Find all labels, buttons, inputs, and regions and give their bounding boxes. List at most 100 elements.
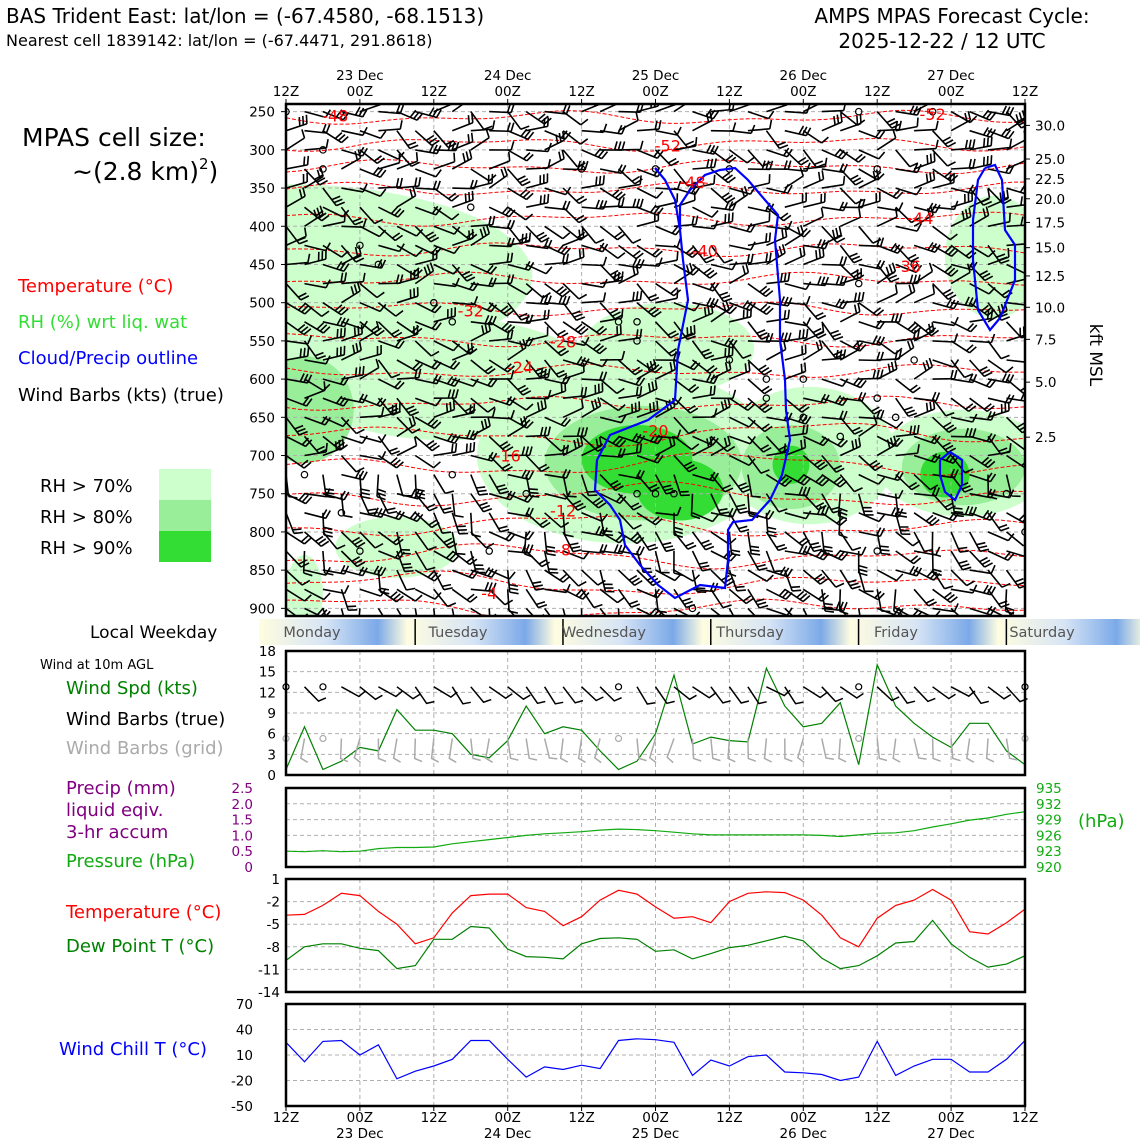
wind-barb <box>543 550 559 574</box>
wind-barb <box>839 437 862 457</box>
date-label: 24 Dec <box>484 68 532 84</box>
wind-barb <box>470 128 490 151</box>
wind-barb <box>359 565 387 577</box>
wind-barb <box>840 268 863 285</box>
wind-barb <box>544 340 570 357</box>
wind-barb <box>1006 512 1025 525</box>
calm-wind-circle <box>633 337 641 345</box>
surface-calm-circle <box>319 683 327 691</box>
wind-barb <box>562 512 574 538</box>
wind-barb <box>451 493 464 518</box>
wind-barb <box>987 373 1015 384</box>
surface-wind-barb <box>599 686 622 702</box>
surface-wind-barb-grid <box>377 738 387 763</box>
wind-barb <box>433 244 461 255</box>
calm-wind-circle <box>448 317 457 326</box>
wind-barb <box>433 608 436 616</box>
wind-barb <box>433 550 460 563</box>
wind-barb <box>692 436 713 457</box>
wind-barb <box>692 297 719 308</box>
wind-barb <box>470 581 497 593</box>
wind-barb <box>470 120 496 132</box>
wind-barb <box>341 245 362 266</box>
wind-barb <box>581 371 608 382</box>
wind-barb <box>304 167 324 189</box>
bottom-date-label: 26 Dec <box>780 1126 828 1140</box>
wind-barb <box>747 359 773 376</box>
wind-barb <box>341 435 368 445</box>
pressure-tick-label: 550 <box>249 334 275 350</box>
wind-barb <box>377 359 401 379</box>
wind-barb <box>895 105 922 116</box>
dewpoint-label: Dew Point T (°C) <box>66 936 214 957</box>
wind-barb <box>784 413 812 425</box>
wind-barb <box>710 474 734 493</box>
calm-wind-circle <box>688 604 697 613</box>
wind-barb <box>563 427 589 438</box>
surface-wind-barb <box>747 686 767 705</box>
wind-barb <box>765 130 789 150</box>
isotherm-contour <box>286 481 1025 507</box>
wind-barb <box>895 397 918 417</box>
legend-rh90: RH > 90% <box>40 538 133 559</box>
isotherm-contour <box>286 395 1025 411</box>
pressure-tick-label: 700 <box>249 449 275 465</box>
wind-barb <box>414 225 440 243</box>
wind-barb <box>544 149 565 170</box>
wind-barb <box>710 168 736 184</box>
wind-barb <box>433 263 461 275</box>
wind-barb <box>673 531 697 550</box>
weekday-label: Friday <box>874 625 918 641</box>
precip-tick-label: 2.5 <box>232 781 253 797</box>
wind-barb <box>932 283 957 300</box>
wind-barb <box>359 345 382 361</box>
wind-barb <box>950 531 969 553</box>
wind-barb <box>858 169 880 189</box>
wind-barb <box>839 168 864 186</box>
wind-barb <box>951 158 976 170</box>
wind-barb <box>452 378 479 388</box>
isotherm-contour <box>286 515 1025 537</box>
wind-barb <box>765 206 792 222</box>
wind-barb <box>599 187 626 201</box>
wind-barb <box>286 588 312 602</box>
wind-barb <box>655 360 677 380</box>
wind-barb <box>581 512 609 522</box>
wind-barb <box>544 225 571 240</box>
wind-barb <box>876 360 898 380</box>
wind-barbs-true-label: Wind Barbs (true) <box>66 709 225 730</box>
surface-wind-barb <box>636 686 656 705</box>
wind-barb <box>526 294 552 305</box>
wind-barb <box>932 149 956 167</box>
wind-barb <box>636 187 664 199</box>
wind-barb <box>729 222 756 233</box>
wind-barb <box>747 282 774 298</box>
wind-barb <box>543 359 568 378</box>
wind-barb <box>507 607 516 616</box>
wind-barb <box>599 302 624 320</box>
pressure-tick-label: 900 <box>249 601 275 617</box>
wind-barb <box>987 248 1010 266</box>
wind-barb <box>690 493 701 520</box>
wind-barb <box>286 283 310 301</box>
wind-barb <box>950 191 973 208</box>
wind-barb <box>414 454 441 469</box>
wind-barb <box>987 569 1011 588</box>
temperature-contour-label: -44 <box>907 209 933 228</box>
wind-barb <box>286 129 306 151</box>
wind-barb <box>340 589 358 611</box>
wind-barb <box>286 155 310 170</box>
wind-barb <box>710 507 738 518</box>
precip-panel-frame <box>284 786 1027 869</box>
wind-barb <box>526 368 551 380</box>
wind-barb <box>322 531 346 550</box>
wind-barb <box>932 435 957 454</box>
wind-barb <box>1024 512 1025 514</box>
wind-barb <box>581 493 607 509</box>
wind-barb <box>784 281 812 291</box>
wind-barb <box>691 340 715 360</box>
wind-barb <box>636 531 659 552</box>
wind-barb <box>803 276 830 287</box>
surface-wind-barb <box>581 686 604 702</box>
wind-barb <box>895 222 923 232</box>
